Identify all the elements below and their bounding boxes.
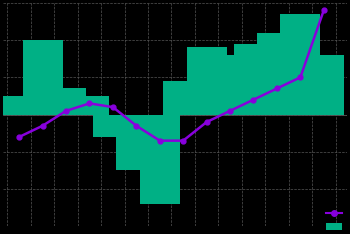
Bar xyxy=(140,115,180,204)
Bar xyxy=(93,115,133,137)
Bar xyxy=(187,48,226,115)
Bar xyxy=(304,55,344,115)
Bar xyxy=(0,96,39,115)
Bar xyxy=(163,81,203,115)
Bar xyxy=(70,96,110,115)
Bar xyxy=(280,14,320,115)
Bar xyxy=(233,44,273,115)
Bar xyxy=(257,33,297,115)
Bar xyxy=(23,40,63,115)
Bar xyxy=(117,115,156,171)
Bar xyxy=(210,55,250,115)
Legend: , : , xyxy=(324,208,346,233)
Bar xyxy=(46,88,86,115)
